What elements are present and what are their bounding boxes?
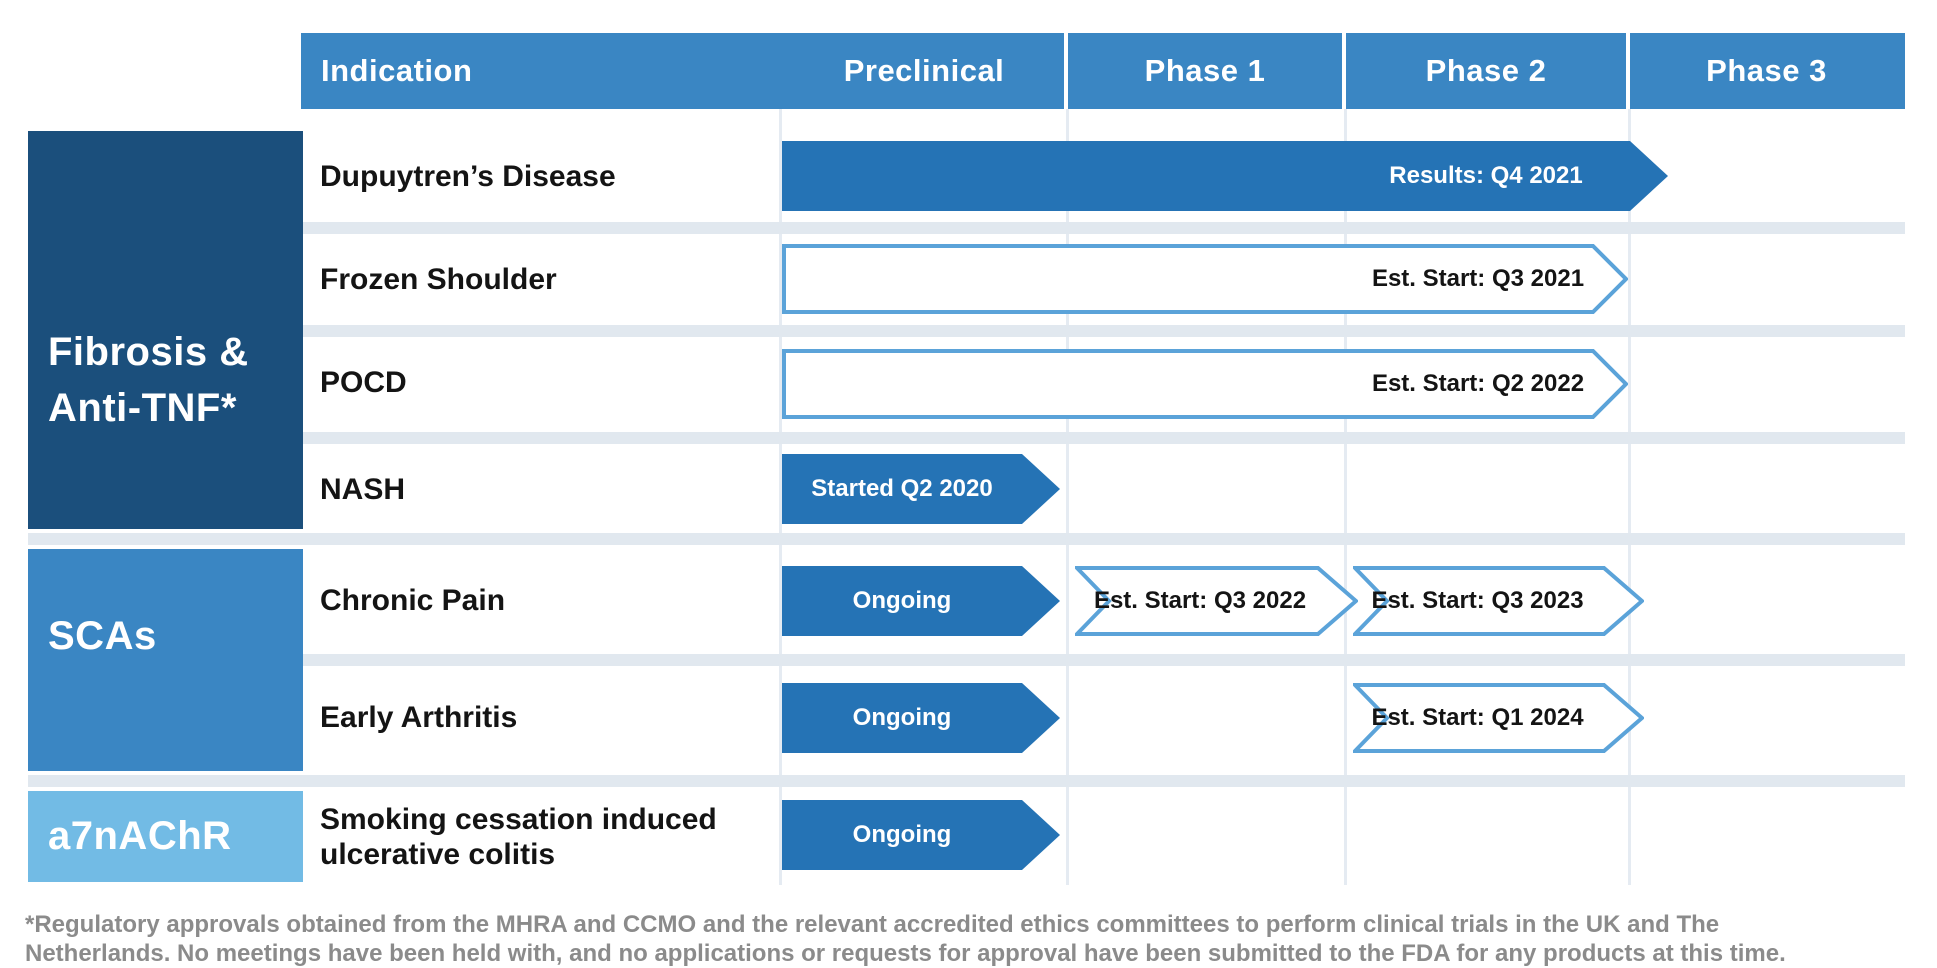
group-box-scas <box>28 549 303 771</box>
indication-chronic-pain: Chronic Pain <box>320 584 506 617</box>
group-separator <box>28 775 1905 787</box>
bar-label-ongoing: Ongoing <box>852 821 952 848</box>
bar-early-arthritis-phase2-chevron <box>1353 683 1644 753</box>
row-separator <box>303 654 1905 666</box>
footnote: *Regulatory approvals obtained from the … <box>25 910 1786 968</box>
gridline <box>1066 109 1069 885</box>
header-phase-2: Phase 2 <box>1425 53 1547 88</box>
group-box-a7nachr <box>28 791 303 882</box>
footnote-line-2: Netherlands. No meetings have been held … <box>25 940 1786 967</box>
bar-label-ongoing: Ongoing <box>852 587 952 614</box>
gridline <box>1628 109 1631 885</box>
bar-label-est-start: Est. Start: Q2 2022 <box>1371 370 1585 397</box>
indication-smoking-cessation: Smoking cessation induced ulcerative col… <box>320 791 800 882</box>
bar-dupuytrens-filled <box>782 141 1668 211</box>
column-divider <box>1064 33 1068 109</box>
column-divider <box>1342 33 1346 109</box>
header-indication: Indication <box>321 53 473 88</box>
bar-early-arthritis-ongoing <box>782 683 1060 753</box>
bar-label-results: Results: Q4 2021 <box>1389 162 1583 189</box>
bar-label-est-start: Est. Start: Q3 2023 <box>1371 587 1584 614</box>
header-phase-1: Phase 1 <box>1144 53 1266 88</box>
bar-label-est-start: Est. Start: Q3 2022 <box>1093 587 1307 614</box>
column-divider <box>1626 33 1630 109</box>
gridline <box>1344 109 1347 885</box>
indication-line: Smoking cessation induced <box>320 802 717 836</box>
header-phase-3: Phase 3 <box>1706 53 1827 88</box>
indication-pocd: POCD <box>320 365 407 399</box>
indication-frozen-shoulder: Frozen Shoulder <box>320 262 557 296</box>
group-label-fibrosis: Fibrosis & Anti-TNF* <box>48 324 249 436</box>
bar-chronic-pain-phase2-chevron <box>1353 566 1644 636</box>
indication-nash: NASH <box>320 472 406 506</box>
row-separator <box>303 325 1905 337</box>
group-label-a7nachr: a7nAChR <box>48 814 232 858</box>
indication-dupuytrens-disease: Dupuytren’s Disease <box>320 159 616 193</box>
bar-smoking-cessation-ongoing <box>782 800 1060 870</box>
bar-pocd-outlined <box>782 349 1628 419</box>
header-preclinical: Preclinical <box>843 53 1005 88</box>
group-box-fibrosis-anti-tnf <box>28 131 303 529</box>
indication-line: ulcerative colitis <box>320 837 556 871</box>
bar-nash-filled <box>782 454 1060 524</box>
group-label-line: Anti-TNF* <box>48 386 237 430</box>
bar-label-started: Started Q2 2020 <box>811 475 993 502</box>
bar-chronic-pain-ongoing <box>782 566 1060 636</box>
bar-frozen-shoulder-outlined <box>782 244 1628 314</box>
group-separator <box>28 533 1905 545</box>
group-label-scas: SCAs <box>48 614 157 658</box>
table-header-band <box>301 33 1905 109</box>
gridline <box>779 109 782 885</box>
bar-label-ongoing: Ongoing <box>852 704 952 731</box>
bar-chronic-pain-phase1-chevron <box>1075 566 1358 636</box>
footnote-line-1: *Regulatory approvals obtained from the … <box>25 911 1720 938</box>
bar-label-est-start: Est. Start: Q3 2021 <box>1371 265 1585 292</box>
indication-early-arthritis: Early Arthritis <box>320 701 518 734</box>
group-label-line: Fibrosis & <box>48 330 249 374</box>
row-separator <box>303 222 1905 234</box>
row-separator <box>303 432 1905 444</box>
bar-label-est-start: Est. Start: Q1 2024 <box>1371 704 1584 731</box>
